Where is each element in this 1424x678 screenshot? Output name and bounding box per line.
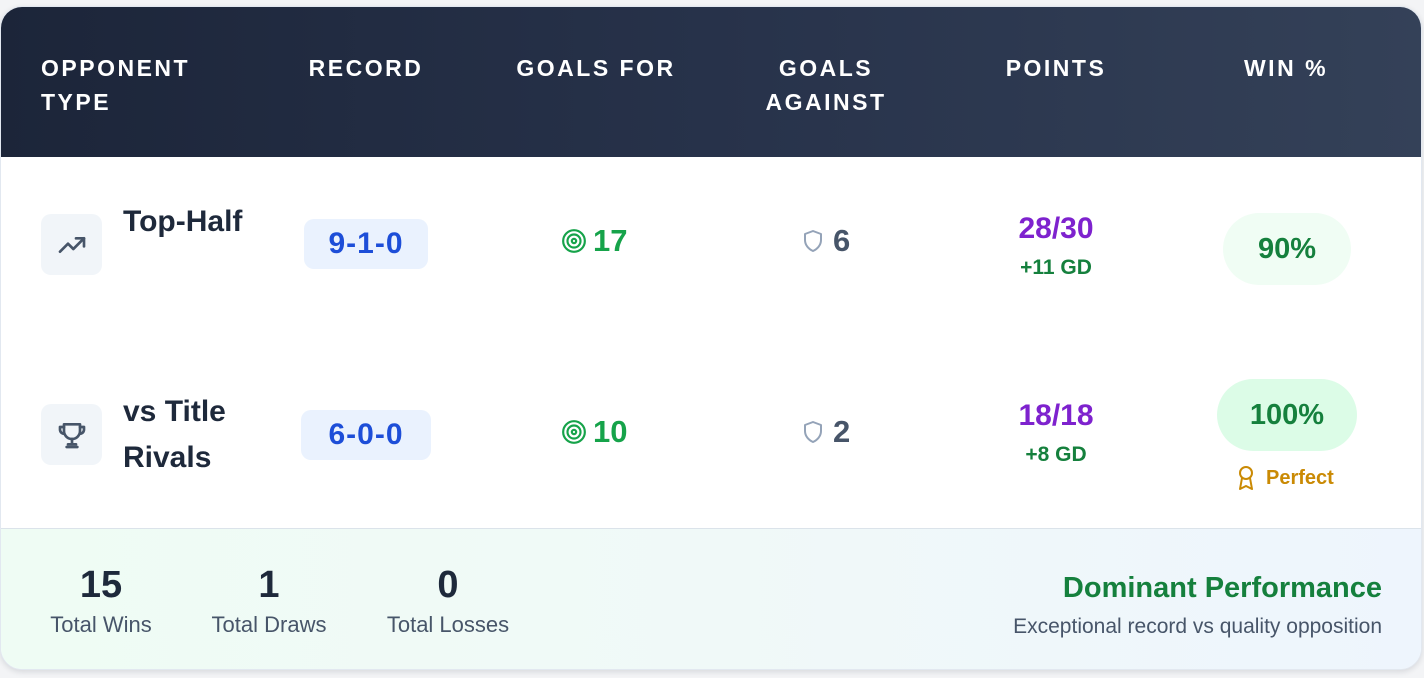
points-cell: 28/30 +11 GD bbox=[956, 211, 1156, 283]
perfect-label: Perfect bbox=[1266, 466, 1334, 489]
perfect-badge: Perfect bbox=[1236, 465, 1334, 491]
summary-title: Dominant Performance bbox=[1062, 572, 1382, 604]
goals-for-value: 10 bbox=[593, 414, 628, 449]
goals-against: 6 bbox=[801, 223, 850, 259]
table-row: vs Title Rivals 6-0-0 10 2 18/18 +8 GD 1… bbox=[1, 331, 1421, 529]
column-header-goals-against: GOALS AGAINST bbox=[765, 55, 887, 115]
award-icon bbox=[1239, 466, 1253, 490]
summary-subtitle: Exceptional record vs quality opposition bbox=[1013, 615, 1382, 638]
opponent-name: Top-Half bbox=[123, 205, 243, 238]
target-icon bbox=[562, 229, 586, 253]
stat-total-wins: 15 Total Wins bbox=[41, 565, 161, 639]
column-header-win-pct: WIN % bbox=[1243, 55, 1329, 81]
stat-value: 15 bbox=[79, 564, 123, 606]
goals-against-value: 2 bbox=[833, 414, 851, 449]
opponent-name: vs Title Rivals bbox=[123, 395, 226, 474]
performance-summary: Dominant Performance Exceptional record … bbox=[1013, 571, 1382, 641]
goals-for-value: 17 bbox=[593, 223, 628, 258]
win-percentage-badge: 90% bbox=[1223, 213, 1351, 285]
stat-label: Total Losses bbox=[386, 612, 510, 637]
table-row: Top-Half 9-1-0 17 6 28/30 +11 GD 90% bbox=[1, 157, 1421, 332]
stat-label: Total Draws bbox=[211, 612, 327, 637]
record-badge: 9-1-0 bbox=[304, 219, 428, 269]
column-header-goals-for: GOALS FOR bbox=[516, 55, 676, 81]
points-value: 28/30 bbox=[1018, 212, 1094, 245]
trophy-icon bbox=[41, 404, 102, 465]
stat-total-losses: 0 Total Losses bbox=[375, 565, 521, 639]
goals-against: 2 bbox=[801, 414, 850, 450]
record-badge: 6-0-0 bbox=[301, 410, 431, 460]
stat-label: Total Wins bbox=[50, 612, 152, 637]
stat-value: 0 bbox=[437, 564, 459, 606]
table-header: OPPONENT TYPE RECORD GOALS FOR GOALS AGA… bbox=[1, 7, 1421, 157]
points-cell: 18/18 +8 GD bbox=[956, 398, 1156, 470]
target-icon bbox=[562, 420, 586, 444]
column-header-opponent-type: OPPONENT TYPE bbox=[41, 55, 191, 115]
shield-icon bbox=[804, 230, 822, 252]
summary-footer: 15 Total Wins 1 Total Draws 0 Total Loss… bbox=[1, 528, 1421, 669]
goal-difference: +8 GD bbox=[1025, 443, 1087, 466]
goal-difference: +11 GD bbox=[1020, 256, 1092, 279]
trending-up-icon bbox=[41, 214, 102, 275]
win-percentage-badge: 100% bbox=[1217, 379, 1357, 451]
goals-for: 17 bbox=[561, 223, 627, 259]
shield-icon bbox=[804, 421, 822, 443]
points-value: 18/18 bbox=[1018, 399, 1094, 432]
column-header-record: RECORD bbox=[308, 55, 424, 81]
performance-card: OPPONENT TYPE RECORD GOALS FOR GOALS AGA… bbox=[0, 6, 1422, 670]
stat-total-draws: 1 Total Draws bbox=[201, 565, 337, 639]
goals-against-value: 6 bbox=[833, 223, 851, 258]
stat-value: 1 bbox=[258, 564, 280, 606]
column-header-points: POINTS bbox=[1005, 55, 1107, 81]
goals-for: 10 bbox=[561, 414, 627, 450]
